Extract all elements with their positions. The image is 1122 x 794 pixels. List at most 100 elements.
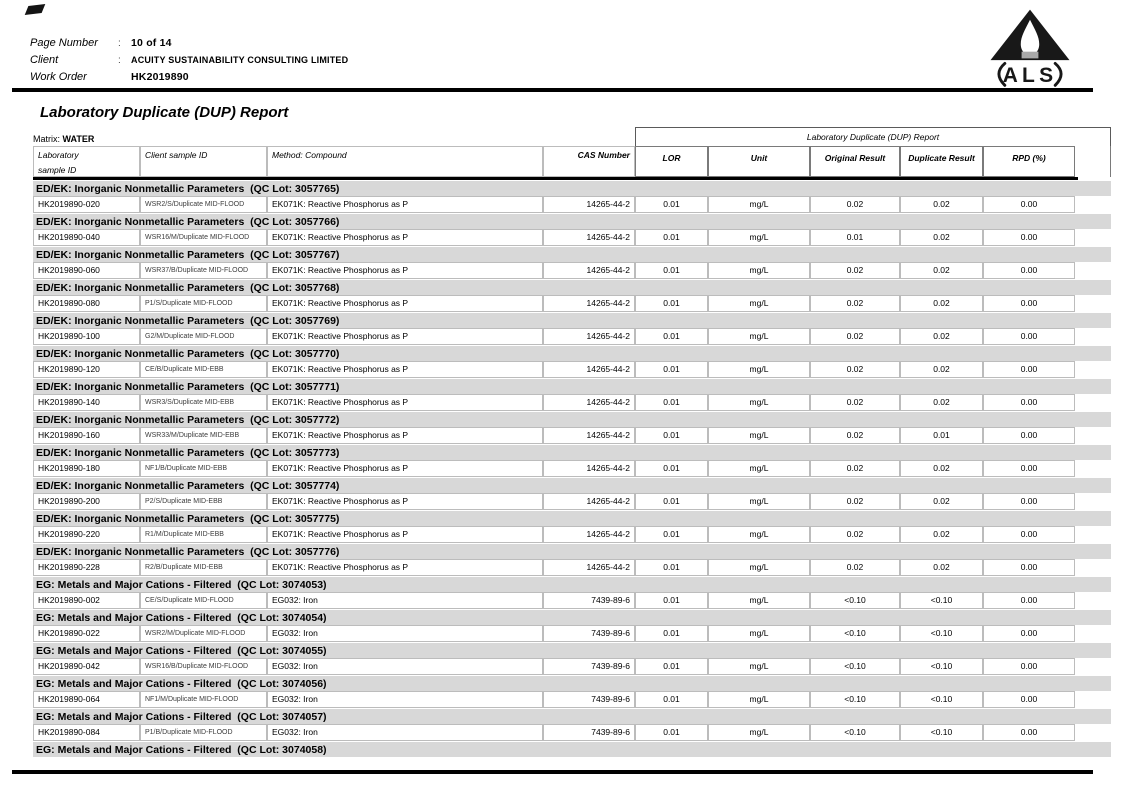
cell-original-result: 0.02 xyxy=(810,493,900,510)
cell-original-result: 0.02 xyxy=(810,361,900,378)
cell-method-compound: EK071K: Reactive Phosphorus as P xyxy=(267,229,543,246)
cell-original-result: 0.02 xyxy=(810,328,900,345)
cell-filler xyxy=(1075,229,1111,246)
cell-duplicate-result: <0.10 xyxy=(900,592,983,609)
col-header-cas-number: CAS Number xyxy=(543,146,635,177)
section-header-row: ED/EK: Inorganic Nonmetallic Parameters … xyxy=(33,180,1111,196)
cell-cas-number: 14265-44-2 xyxy=(543,427,635,444)
section-header-row: ED/EK: Inorganic Nonmetallic Parameters … xyxy=(33,378,1111,394)
cell-lor: 0.01 xyxy=(635,493,708,510)
cell-method-compound: EK071K: Reactive Phosphorus as P xyxy=(267,460,543,477)
cell-lor: 0.01 xyxy=(635,559,708,576)
section-header-row: ED/EK: Inorganic Nonmetallic Parameters … xyxy=(33,444,1111,460)
cell-lab-sample-id: HK2019890-020 xyxy=(33,196,140,213)
cell-duplicate-result: 0.02 xyxy=(900,460,983,477)
cell-lab-sample-id: HK2019890-120 xyxy=(33,361,140,378)
cell-cas-number: 14265-44-2 xyxy=(543,394,635,411)
section-header-row: ED/EK: Inorganic Nonmetallic Parameters … xyxy=(33,345,1111,361)
cell-duplicate-result: <0.10 xyxy=(900,658,983,675)
cell-cas-number: 14265-44-2 xyxy=(543,460,635,477)
cell-filler xyxy=(1075,625,1111,642)
cell-client-sample-id: P1/S/Duplicate MID-FLOOD xyxy=(140,295,267,312)
cell-method-compound: EG032: Iron xyxy=(267,658,543,675)
cell-unit: mg/L xyxy=(708,658,810,675)
cell-cas-number: 14265-44-2 xyxy=(543,262,635,279)
cell-client-sample-id: CE/S/Duplicate MID-FLOOD xyxy=(140,592,267,609)
section-header-row: ED/EK: Inorganic Nonmetallic Parameters … xyxy=(33,543,1111,559)
table-row: HK2019890-200 P2/S/Duplicate MID-EBB EK071… xyxy=(33,493,1078,510)
cell-client-sample-id: WSR16/B/Duplicate MID-FLOOD xyxy=(140,658,267,675)
cell-filler xyxy=(1075,460,1111,477)
cell-lor: 0.01 xyxy=(635,361,708,378)
cell-unit: mg/L xyxy=(708,328,810,345)
cell-rpd: 0.00 xyxy=(983,724,1075,741)
col-header-rpd: RPD (%) xyxy=(983,146,1075,177)
cell-unit: mg/L xyxy=(708,229,810,246)
table-row: HK2019890-180 NF1/B/Duplicate MID-EBB EK07… xyxy=(33,460,1078,477)
table-row: HK2019890-002 CE/S/Duplicate MID-FLOOD EG0… xyxy=(33,592,1078,609)
cell-unit: mg/L xyxy=(708,559,810,576)
group-header-spacer xyxy=(33,127,635,146)
cell-client-sample-id: WSR3/S/Duplicate MID-EBB xyxy=(140,394,267,411)
matrix-line: Matrix: WATER xyxy=(33,134,94,144)
matrix-value: WATER xyxy=(62,134,95,144)
cell-lab-sample-id: HK2019890-084 xyxy=(33,724,140,741)
cell-original-result: 0.02 xyxy=(810,295,900,312)
cell-lab-sample-id: HK2019890-040 xyxy=(33,229,140,246)
cell-client-sample-id: P2/S/Duplicate MID-EBB xyxy=(140,493,267,510)
cell-filler xyxy=(1075,559,1111,576)
dup-report-table: Laboratory Duplicate (DUP) Report Labora… xyxy=(33,127,1111,757)
cell-cas-number: 14265-44-2 xyxy=(543,361,635,378)
cell-unit: mg/L xyxy=(708,427,810,444)
page-number-colon: : xyxy=(118,38,121,49)
cell-cas-number: 14265-44-2 xyxy=(543,328,635,345)
section-header-row: EG: Metals and Major Cations - Filtered … xyxy=(33,708,1111,724)
cell-rpd: 0.00 xyxy=(983,493,1075,510)
table-column-header-row: Laboratory sample ID Client sample ID Me… xyxy=(33,146,1111,180)
cell-filler xyxy=(1075,592,1111,609)
section-header-row: EG: Metals and Major Cations - Filtered … xyxy=(33,576,1111,592)
cell-duplicate-result: 0.02 xyxy=(900,526,983,543)
cell-cas-number: 14265-44-2 xyxy=(543,196,635,213)
table-row: HK2019890-060 WSR37/B/Duplicate MID-FLOOD… xyxy=(33,262,1078,279)
cell-cas-number: 7439-89-6 xyxy=(543,691,635,708)
col-header-laboratory-line2: sample ID xyxy=(38,165,77,175)
section-header-row: ED/EK: Inorganic Nonmetallic Parameters … xyxy=(33,246,1111,262)
cell-rpd: 0.00 xyxy=(983,328,1075,345)
cell-cas-number: 7439-89-6 xyxy=(543,724,635,741)
col-header-laboratory-line1: Laboratory xyxy=(38,150,79,160)
cell-client-sample-id: NF1/M/Duplicate MID-FLOOD xyxy=(140,691,267,708)
section-header-row: ED/EK: Inorganic Nonmetallic Parameters … xyxy=(33,312,1111,328)
col-header-laboratory-sample-id: Laboratory sample ID xyxy=(33,146,140,177)
cell-original-result: 0.02 xyxy=(810,526,900,543)
cell-lab-sample-id: HK2019890-160 xyxy=(33,427,140,444)
cell-rpd: 0.00 xyxy=(983,526,1075,543)
cell-unit: mg/L xyxy=(708,394,810,411)
cell-client-sample-id: WSR33/M/Duplicate MID-EBB xyxy=(140,427,267,444)
cell-client-sample-id: G2/M/Duplicate MID-FLOOD xyxy=(140,328,267,345)
cell-filler xyxy=(1075,262,1111,279)
cell-cas-number: 7439-89-6 xyxy=(543,625,635,642)
cell-client-sample-id: CE/B/Duplicate MID-EBB xyxy=(140,361,267,378)
cell-original-result: <0.10 xyxy=(810,724,900,741)
col-header-lor: LOR xyxy=(635,146,708,177)
cell-cas-number: 14265-44-2 xyxy=(543,295,635,312)
section-header-row: EG: Metals and Major Cations - Filtered … xyxy=(33,675,1111,691)
als-logo-text: ALS xyxy=(1003,64,1058,87)
cell-lor: 0.01 xyxy=(635,229,708,246)
cell-original-result: 0.02 xyxy=(810,262,900,279)
cell-original-result: 0.02 xyxy=(810,427,900,444)
cell-original-result: <0.10 xyxy=(810,691,900,708)
cell-rpd: 0.00 xyxy=(983,460,1075,477)
cell-cas-number: 7439-89-6 xyxy=(543,658,635,675)
cell-method-compound: EG032: Iron xyxy=(267,625,543,642)
col-header-endcap xyxy=(1075,146,1111,177)
section-header-row: ED/EK: Inorganic Nonmetallic Parameters … xyxy=(33,213,1111,229)
cell-rpd: 0.00 xyxy=(983,394,1075,411)
col-header-duplicate-result: Duplicate Result xyxy=(900,146,983,177)
header-meta: Page Number : 10 of 14 Client : ACUITY S… xyxy=(30,37,348,88)
cell-unit: mg/L xyxy=(708,592,810,609)
cell-lab-sample-id: HK2019890-060 xyxy=(33,262,140,279)
section-header-row: EG: Metals and Major Cations - Filtered … xyxy=(33,609,1111,625)
cell-lor: 0.01 xyxy=(635,724,708,741)
